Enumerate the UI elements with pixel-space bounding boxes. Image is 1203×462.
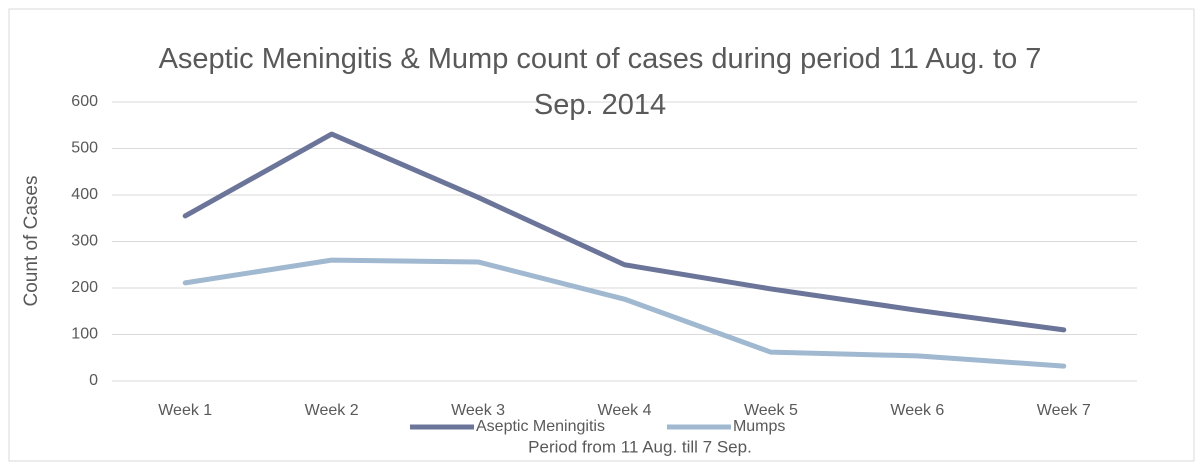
x-axis-title: Period from 11 Aug. till 7 Sep.	[528, 437, 752, 456]
y-tick-label: 600	[71, 93, 98, 110]
x-tick-label: Week 2	[305, 402, 359, 419]
x-tick-label: Week 1	[158, 402, 212, 419]
x-tick-label: Week 3	[451, 402, 505, 419]
chart-border	[8, 8, 1195, 462]
x-tick-label: Week 4	[598, 402, 652, 419]
y-tick-label: 300	[71, 233, 98, 250]
chart-title: Aseptic Meningitis & Mump count of cases…	[158, 43, 1042, 121]
legend-label: Mumps	[733, 418, 785, 435]
legend-label: Aseptic Meningitis	[476, 418, 605, 435]
series-line	[182, 257, 1067, 369]
y-tick-label: 200	[71, 279, 98, 296]
y-tick-label: 100	[71, 326, 98, 343]
series-line	[182, 131, 1067, 333]
x-tick-label: Week 6	[890, 402, 944, 419]
y-tick-label: 500	[71, 140, 98, 157]
x-tick-label: Week 5	[744, 402, 798, 419]
y-tick-label: 400	[71, 186, 98, 203]
y-tick-label: 0	[89, 372, 98, 389]
y-axis-title: Count of Cases	[21, 176, 42, 307]
x-tick-label: Week 7	[1037, 402, 1091, 419]
